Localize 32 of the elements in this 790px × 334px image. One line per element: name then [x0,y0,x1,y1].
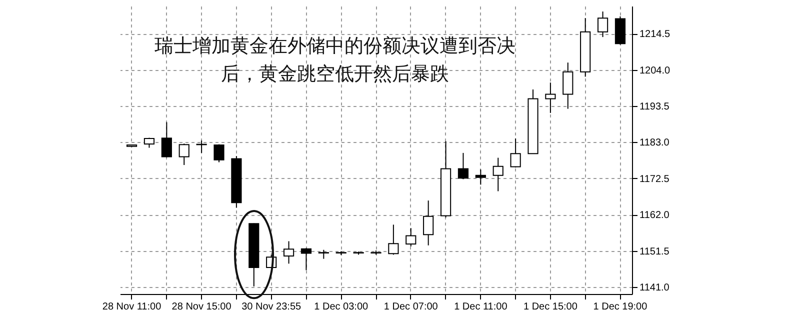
candlestick [475,168,486,186]
annotation: 瑞士增加黄金在外储中的份额决议遭到否决后，黄金跳空低开然后暴跌 [154,34,516,87]
candlestick [300,248,312,271]
candlestick [406,228,416,247]
candlestick [510,138,521,168]
x-tick-label: 30 Nov 23:55 [242,302,302,312]
x-tick-label: 1 Dec 11:00 [454,302,508,312]
candlestick [161,122,172,158]
candlestick [214,144,224,163]
x-tick-label: 1 Dec 15:00 [523,302,578,312]
x-tick-label: 1 Dec 07:00 [384,302,438,312]
y-tick-label: 1193.5 [640,102,670,113]
y-tick-label: 1141.0 [640,282,670,294]
x-tick-label: 28 Nov 15:00 [172,302,232,312]
candlestick [388,224,399,256]
candlestick [283,240,294,264]
candlestick [458,152,469,180]
candlestick [562,62,574,110]
candlestick [597,11,608,38]
x-tick-label: 28 Nov 11:00 [102,302,162,312]
candlestick [545,82,556,114]
y-tick-label: 1183.0 [640,138,670,149]
candlestick [492,157,504,192]
y-tick-label: 1172.5 [640,174,670,185]
candlestick [423,200,434,246]
y-tick-label: 1162.0 [640,210,670,222]
x-tick-label: 1 Dec 03:00 [314,302,369,312]
candlestick [178,143,190,166]
y-tick-label: 1204.0 [640,65,671,76]
y-tick-label: 1214.5 [640,29,671,40]
y-tick-label: 1151.5 [640,246,670,258]
x-tick-label: 1 Dec 19:00 [593,302,648,312]
